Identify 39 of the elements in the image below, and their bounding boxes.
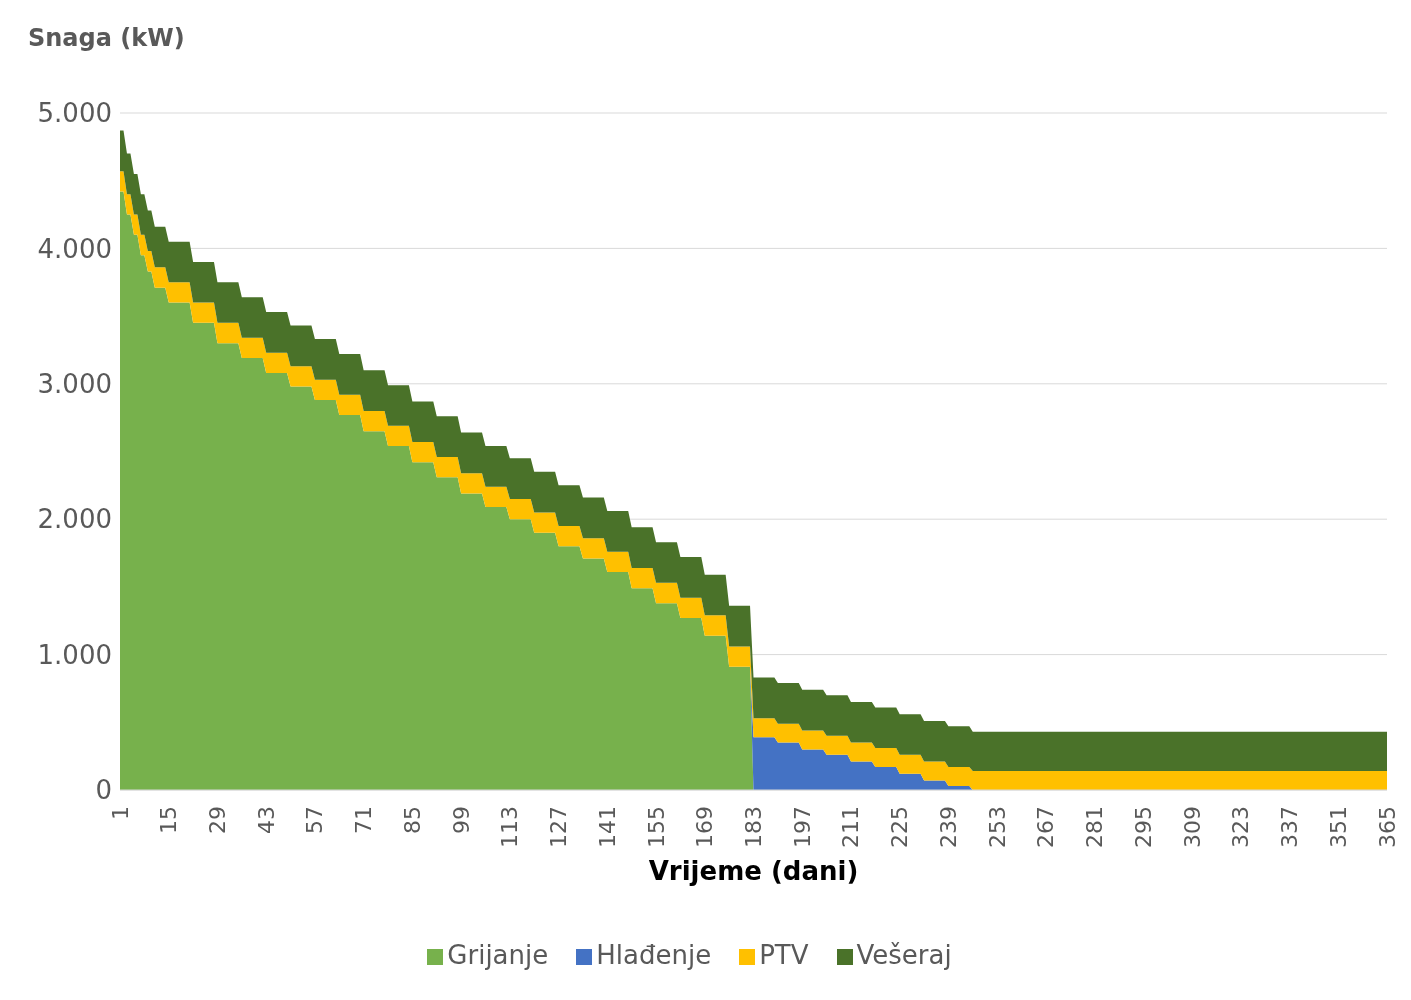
x-tick-label: 169 (692, 806, 718, 848)
x-tick-label: 365 (1374, 806, 1400, 848)
y-tick-label: 2.000 (37, 504, 112, 535)
y-tick-label: 1.000 (37, 639, 112, 670)
x-tick-label: 183 (741, 806, 766, 848)
x-tick-label: 155 (643, 806, 669, 848)
x-axis-title: Vrijeme (dani) (648, 856, 859, 886)
x-tick-label: 71 (351, 806, 377, 834)
x-tick-label: 85 (399, 806, 425, 834)
x-tick-label: 197 (789, 806, 815, 848)
x-tick-label: 267 (1033, 806, 1059, 848)
y-tick-label: 5.000 (37, 98, 112, 129)
x-tick-label: 351 (1325, 806, 1351, 848)
legend-label: Grijanje (447, 940, 549, 970)
legend-label: Hlađenje (596, 940, 712, 970)
x-tick-label: 253 (984, 806, 1010, 848)
x-tick-label: 211 (838, 806, 864, 848)
x-tick-label: 99 (448, 806, 474, 834)
x-tick-label: 15 (156, 806, 182, 834)
x-tick-label: 57 (302, 806, 328, 834)
x-tick-label: 239 (935, 806, 961, 848)
x-tick-label: 1 (107, 806, 133, 820)
x-tick-label: 309 (1179, 806, 1205, 848)
x-tick-label: 337 (1277, 806, 1303, 848)
y-tick-label: 3.000 (37, 369, 112, 400)
x-tick-label: 295 (1130, 806, 1156, 848)
x-tick-label: 43 (253, 806, 279, 834)
x-tick-label: 225 (887, 806, 913, 848)
x-tick-label: 323 (1228, 806, 1254, 848)
x-tick-label: 29 (204, 806, 230, 834)
y-axis-title: Snaga (kW) (28, 24, 185, 52)
legend-label: PTV (759, 940, 809, 970)
x-tick-label: 113 (497, 806, 523, 848)
x-tick-label: 281 (1082, 806, 1108, 848)
y-tick-label: 4.000 (37, 233, 112, 264)
legend-label: Vešeraj (856, 940, 952, 970)
y-tick-label: 0 (95, 775, 112, 806)
x-tick-label: 127 (546, 806, 572, 848)
x-tick-label: 141 (594, 806, 620, 848)
